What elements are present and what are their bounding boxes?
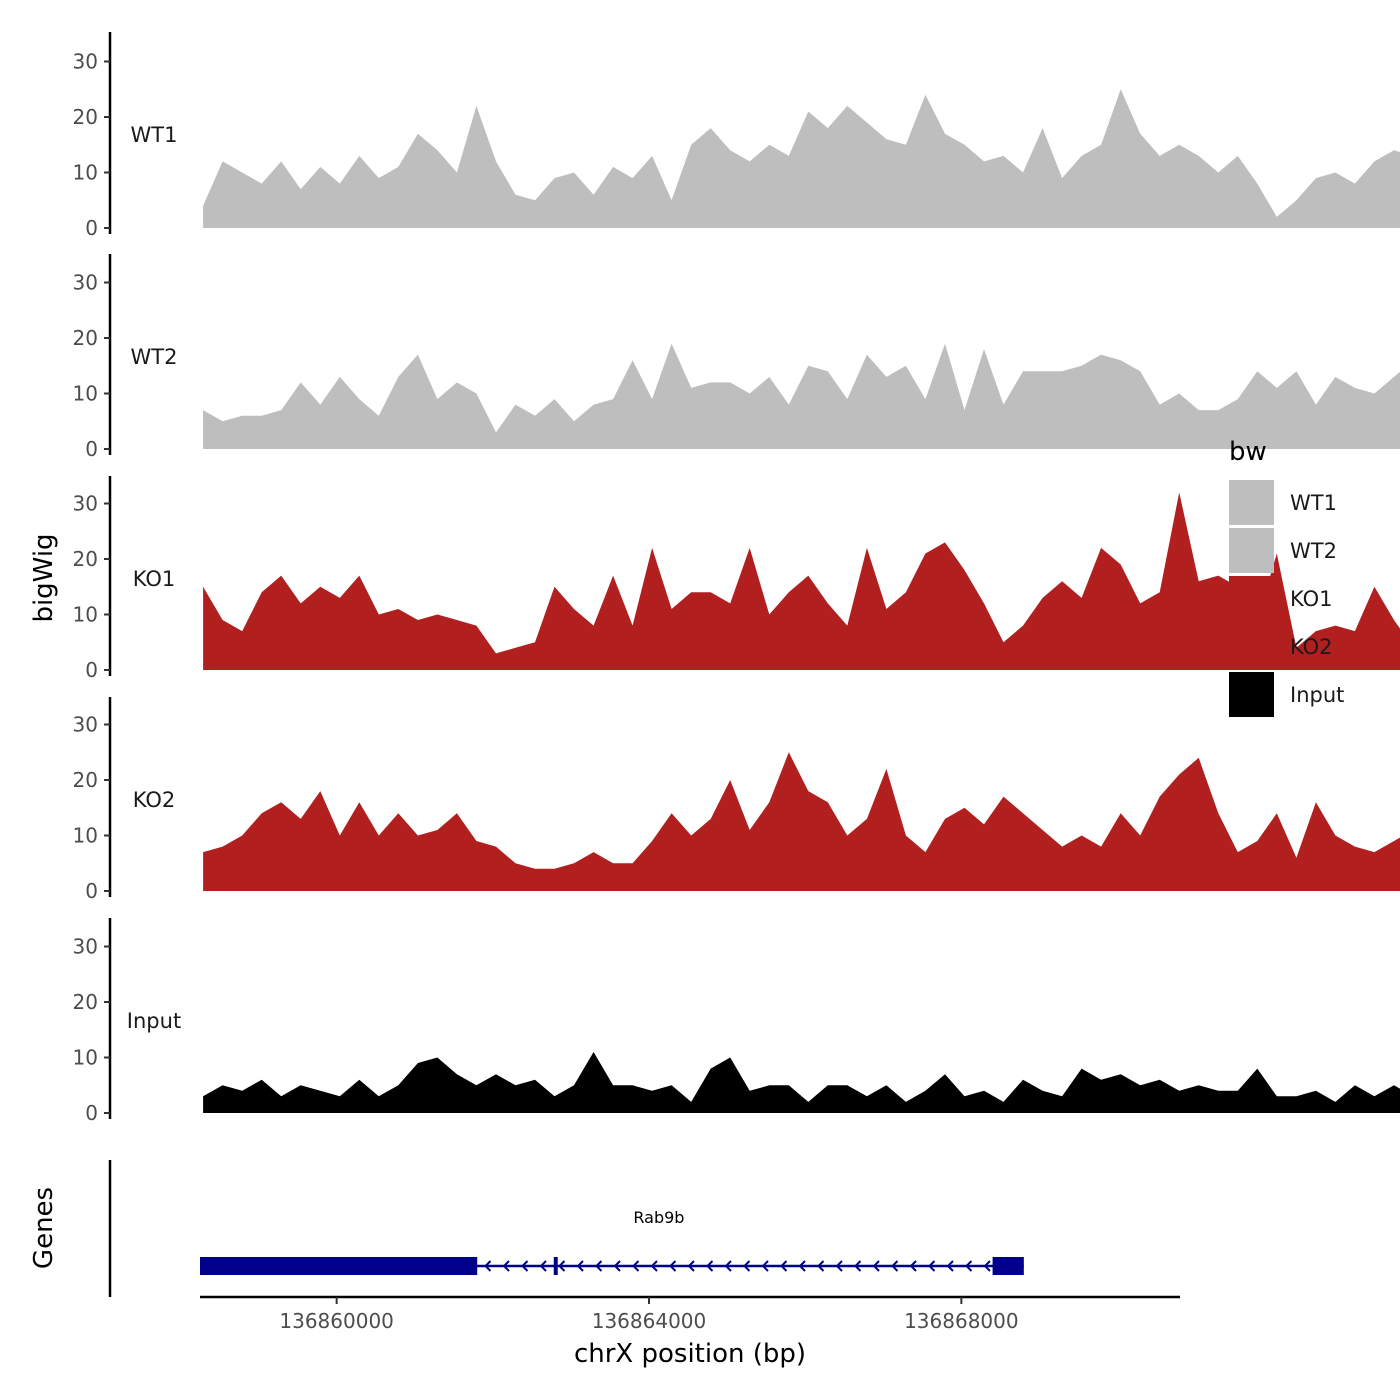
strand-arrow — [965, 1260, 973, 1272]
y-axis-title: bigWig — [29, 533, 59, 622]
strand-arrow — [484, 1260, 492, 1272]
y-tick-label: 10 — [73, 1046, 98, 1070]
legend-label-ko1: KO1 — [1290, 587, 1333, 611]
strand-arrow — [780, 1260, 788, 1272]
area-input — [203, 1052, 1400, 1113]
y-tick-label: 20 — [73, 326, 98, 350]
track-label-wt2: WT2 — [131, 345, 178, 369]
area-wt1 — [203, 89, 1400, 228]
area-wt2 — [203, 343, 1400, 449]
strand-arrow — [632, 1260, 640, 1272]
track-label-ko2: KO2 — [133, 788, 176, 812]
y-tick-label: 0 — [85, 437, 98, 461]
strand-arrow — [835, 1260, 843, 1272]
strand-arrow — [946, 1260, 954, 1272]
strand-arrow — [706, 1260, 714, 1272]
gene-rab9b: Rab9b — [200, 1208, 1024, 1275]
legend-key-input — [1229, 672, 1274, 717]
strand-arrow — [724, 1260, 732, 1272]
gene-exon — [200, 1257, 478, 1275]
legend-key-wt2 — [1229, 528, 1274, 573]
legend-key-wt1 — [1229, 480, 1274, 525]
legend-label-input: Input — [1290, 683, 1344, 707]
strand-arrow — [928, 1260, 936, 1272]
y-tick-label: 20 — [73, 105, 98, 129]
y-tick-label: 30 — [73, 271, 98, 295]
legend-label-ko2: KO2 — [1290, 635, 1333, 659]
y-tick-label: 20 — [73, 990, 98, 1014]
strand-arrow — [761, 1260, 769, 1272]
track-wt2: 0 10 20 30 WT2 — [73, 254, 1400, 461]
y-tick-label: 0 — [85, 658, 98, 682]
y-tick-label: 20 — [73, 768, 98, 792]
y-tick-label: 30 — [73, 50, 98, 74]
strand-arrow — [891, 1260, 899, 1272]
gene-panel: Rab9b — [108, 1160, 1024, 1297]
strand-arrow — [576, 1260, 584, 1272]
y-tick-label: 0 — [85, 879, 98, 903]
y-tick-label: 30 — [73, 492, 98, 516]
y-tick-label: 10 — [73, 603, 98, 627]
legend-label-wt2: WT2 — [1290, 539, 1337, 563]
y-tick-label: 30 — [73, 935, 98, 959]
gene-exon — [992, 1257, 1024, 1275]
x-tick-label: 136868000 — [904, 1309, 1019, 1333]
y-tick-label: 30 — [73, 713, 98, 737]
strand-arrow — [669, 1260, 677, 1272]
strand-arrow — [687, 1260, 695, 1272]
strand-arrow — [502, 1260, 510, 1272]
strand-arrow — [558, 1260, 566, 1272]
y-tick-label: 0 — [85, 216, 98, 240]
y-tick-label: 10 — [73, 382, 98, 406]
strand-arrow — [872, 1260, 880, 1272]
area-ko2 — [203, 752, 1400, 891]
strand-arrow — [743, 1260, 751, 1272]
track-wt1: 0 10 20 30 WT1 — [73, 32, 1400, 240]
strand-arrow — [521, 1260, 529, 1272]
track-input: 0 10 20 30 Input — [73, 918, 1400, 1125]
y-tick-label: 0 — [85, 1101, 98, 1125]
legend-key-ko2 — [1229, 624, 1274, 669]
strand-arrow — [613, 1260, 621, 1272]
track-label-wt1: WT1 — [131, 123, 178, 147]
strand-arrow — [854, 1260, 862, 1272]
area-ko1 — [203, 492, 1400, 670]
strand-arrow — [909, 1260, 917, 1272]
track-label-ko1: KO1 — [133, 567, 176, 591]
legend-label-wt1: WT1 — [1290, 491, 1337, 515]
coverage-tracks: 0 10 20 30 WT1 0 10 20 30 WT2 0 10 20 30 KO1 0 10 20 30 KO2… — [73, 32, 1400, 1125]
legend-key-ko1 — [1229, 576, 1274, 621]
gene-name-label: Rab9b — [633, 1208, 684, 1227]
y-tick-label: 10 — [73, 161, 98, 185]
track-ko2: 0 10 20 30 KO2 — [73, 697, 1400, 903]
genes-axis-title: Genes — [29, 1187, 59, 1269]
y-tick-label: 20 — [73, 547, 98, 571]
y-tick-label: 10 — [73, 824, 98, 848]
track-ko1: 0 10 20 30 KO1 — [73, 476, 1400, 682]
gene-exon — [553, 1257, 558, 1275]
x-tick-label: 136864000 — [592, 1309, 707, 1333]
strand-arrow — [798, 1260, 806, 1272]
x-axis: 136860000 136864000 136868000 — [200, 1295, 1180, 1333]
legend-title: bw — [1229, 437, 1267, 467]
x-tick-label: 136860000 — [279, 1309, 394, 1333]
legend: bw WT1 WT2 KO1 KO2 Input — [1229, 437, 1344, 717]
x-axis-title: chrX position (bp) — [574, 1339, 806, 1369]
strand-arrow — [539, 1260, 547, 1272]
strand-arrow — [817, 1260, 825, 1272]
track-label-input: Input — [127, 1009, 181, 1033]
strand-arrow — [595, 1260, 603, 1272]
strand-arrow — [983, 1260, 991, 1272]
strand-arrow — [650, 1260, 658, 1272]
